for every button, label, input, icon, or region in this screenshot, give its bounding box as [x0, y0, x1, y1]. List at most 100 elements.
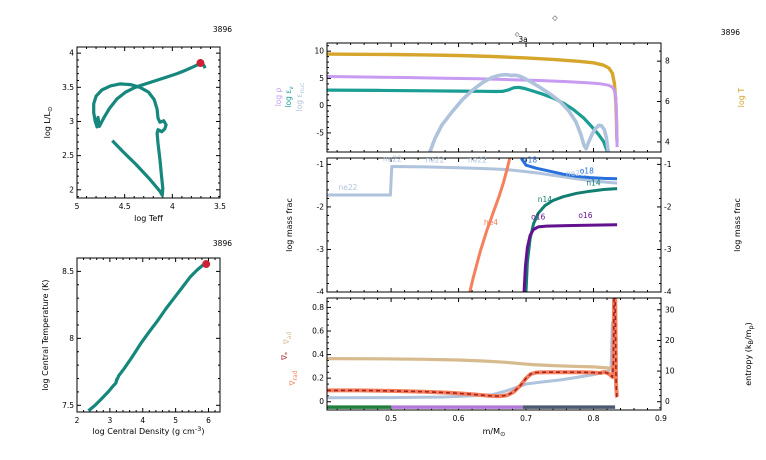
svg-text:-1: -1 — [317, 160, 325, 169]
svg-text:0.7: 0.7 — [520, 414, 532, 423]
series-o18 — [520, 158, 618, 181]
svg-text:0: 0 — [319, 101, 324, 110]
chart-profile-bottom: 0.5 0.6 0.7 0.8 0.9 0 0.2 0.4 0.6 0.8 0 10 20 30 m/M⊙ e… — [280, 297, 755, 438]
svg-text:-1: -1 — [664, 160, 672, 169]
svg-text:log mass frac: log mass frac — [285, 198, 294, 252]
svg-text:4: 4 — [140, 416, 145, 425]
svg-text:20: 20 — [665, 336, 675, 345]
svg-text:6: 6 — [665, 97, 670, 106]
svg-text:log mass frac: log mass frac — [733, 198, 742, 252]
svg-text:5: 5 — [75, 202, 80, 211]
svg-text:log ρ: log ρ — [274, 87, 283, 106]
gradients-entropy-panel: 0.5 0.6 0.7 0.8 0.9 0 0.2 0.4 0.6 0.8 0 10 20 30 m/M⊙ e… — [270, 294, 766, 460]
svg-text:10: 10 — [665, 367, 675, 376]
svg-text:2.5: 2.5 — [62, 151, 74, 160]
svg-text:7.5: 7.5 — [62, 401, 74, 410]
svg-text:log Central Temperature (K): log Central Temperature (K) — [41, 279, 50, 390]
svg-text:log Central Density (g cm-3): log Central Density (g cm-3) — [93, 425, 205, 436]
svg-text:3.5: 3.5 — [214, 202, 226, 211]
series-log-rho — [327, 75, 619, 148]
chart-profile-mid: -1 -1 -2 -2 -3 -3 -4 -4 ne22 ne22 ne22 ne22 ne22 he4 o… — [285, 154, 742, 296]
svg-text:0.8: 0.8 — [588, 414, 600, 423]
svg-text:3: 3 — [69, 117, 74, 126]
svg-text:n14: n14 — [586, 179, 601, 188]
svg-text:5: 5 — [173, 416, 178, 425]
svg-text:o16: o16 — [578, 211, 592, 220]
svg-text:3896: 3896 — [721, 28, 740, 37]
series-evolution-track — [92, 61, 207, 197]
svg-text:-2: -2 — [664, 202, 672, 211]
current-model-marker — [202, 260, 211, 269]
svg-text:-3: -3 — [317, 245, 325, 254]
svg-text:o18: o18 — [523, 155, 537, 164]
svg-text:0: 0 — [319, 397, 324, 406]
svg-text:ne22: ne22 — [566, 169, 585, 178]
svg-text:◇: ◇ — [552, 14, 558, 22]
svg-text:ne22: ne22 — [425, 156, 444, 165]
svg-text:10: 10 — [314, 47, 324, 56]
svg-text:log εν: log εν — [284, 86, 295, 108]
central-trho-panel: 2 3 4 5 6 7.5 8 8.5 3896 log Central Density (g c… — [30, 236, 270, 460]
hr-diagram-panel: 5 4.5 4 3.5 2 2.5 3 3.5 4 3896 log Teff log L/L⊙ — [30, 18, 270, 233]
svg-text:∇rad: ∇rad — [288, 370, 299, 386]
svg-text:4: 4 — [170, 202, 175, 211]
series-grad-star — [327, 298, 619, 398]
svg-text:8.5: 8.5 — [62, 267, 74, 276]
svg-text:log L/L⊙: log L/L⊙ — [43, 107, 54, 139]
svg-text:∇ad: ∇ad — [282, 332, 293, 346]
series-central-trho-track — [87, 262, 207, 412]
svg-text:m/M⊙: m/M⊙ — [483, 427, 506, 438]
series-o16 — [522, 223, 618, 292]
svg-text:-5: -5 — [317, 128, 325, 137]
chart-hr: 5 4.5 4 3.5 2 2.5 3 3.5 4 3896 log Teff log L/L⊙ — [43, 25, 232, 223]
series-log-eps-nuc — [427, 72, 611, 152]
svg-text:2: 2 — [69, 185, 74, 194]
svg-text:o16: o16 — [531, 213, 545, 222]
svg-text:0.8: 0.8 — [312, 303, 324, 312]
series-ne22 — [327, 165, 618, 197]
svg-text:log Teff: log Teff — [134, 214, 163, 223]
svg-text:3896: 3896 — [213, 239, 232, 248]
svg-text:8: 8 — [69, 334, 74, 343]
svg-text:0: 0 — [665, 397, 670, 406]
svg-text:0.5: 0.5 — [385, 414, 397, 423]
svg-text:0.9: 0.9 — [655, 414, 667, 423]
svg-text:0.4: 0.4 — [312, 350, 324, 359]
svg-text:log εnuc: log εnuc — [295, 83, 306, 112]
svg-text:3.5: 3.5 — [62, 83, 74, 92]
svg-text:ne22: ne22 — [338, 183, 357, 192]
svg-text:3: 3 — [107, 416, 112, 425]
svg-text:0.6: 0.6 — [312, 327, 324, 336]
svg-text:log T: log T — [737, 88, 746, 108]
svg-text:2: 2 — [75, 416, 80, 425]
svg-text:5: 5 — [319, 74, 324, 83]
chart-trho: 2 3 4 5 6 7.5 8 8.5 3896 log Central Density (g c… — [41, 239, 232, 436]
svg-text:ne22: ne22 — [383, 154, 402, 163]
svg-text:-4: -4 — [664, 288, 672, 295]
svg-text:n14: n14 — [538, 195, 553, 204]
svg-text:3896: 3896 — [213, 25, 232, 34]
svg-text:-4: -4 — [317, 288, 325, 295]
svg-text:entropy (kB/mp): entropy (kB/mp) — [744, 322, 755, 385]
series-grad-rad — [327, 298, 620, 399]
svg-text:ne22: ne22 — [468, 156, 487, 165]
series-log-eps-nu — [327, 85, 610, 152]
series-he4 — [468, 158, 512, 292]
svg-text:∇*: ∇* — [280, 352, 291, 361]
svg-text:◇: ◇ — [515, 31, 520, 38]
svg-text:3a: 3a — [518, 35, 527, 44]
svg-text:6: 6 — [206, 416, 211, 425]
svg-text:-2: -2 — [317, 202, 325, 211]
svg-text:he4: he4 — [484, 218, 498, 227]
svg-text:0.2: 0.2 — [312, 374, 324, 383]
series-log-T — [327, 52, 619, 143]
svg-text:4.5: 4.5 — [119, 202, 131, 211]
abundance-panel: -1 -1 -2 -2 -3 -3 -4 -4 ne22 ne22 ne22 ne22 ne22 he4 o… — [270, 154, 766, 296]
series-n14 — [524, 187, 618, 292]
svg-text:30: 30 — [665, 305, 675, 314]
svg-text:4: 4 — [665, 137, 670, 146]
svg-text:-3: -3 — [664, 245, 672, 254]
